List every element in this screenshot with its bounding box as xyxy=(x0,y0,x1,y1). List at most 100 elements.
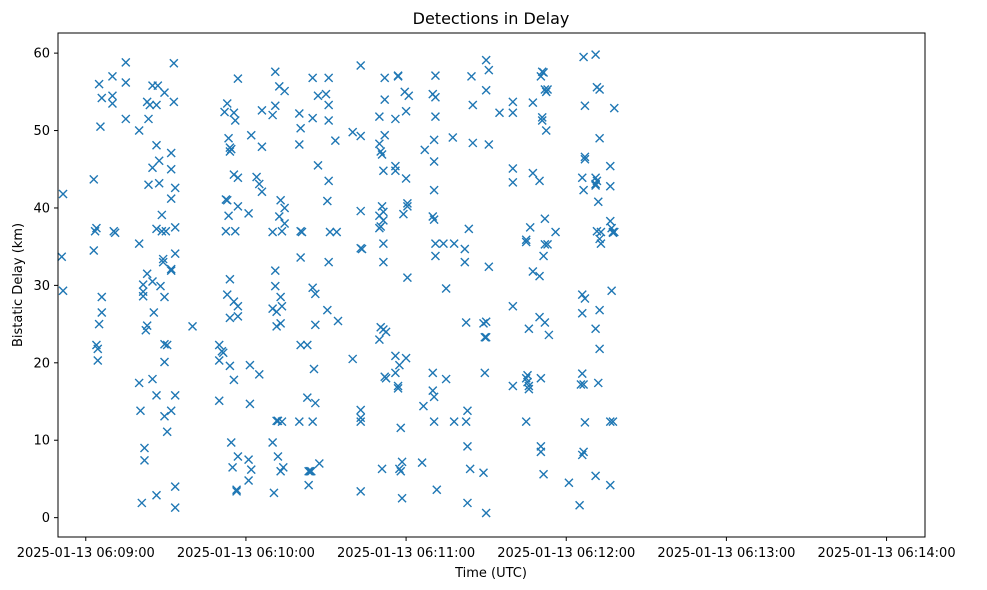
data-point xyxy=(484,262,494,272)
data-point xyxy=(246,130,256,140)
data-point xyxy=(93,355,103,365)
data-point xyxy=(138,280,148,290)
data-point xyxy=(252,172,262,182)
data-point xyxy=(170,249,180,259)
data-point xyxy=(222,98,232,108)
data-point xyxy=(396,423,406,433)
data-point xyxy=(576,379,586,389)
data-point xyxy=(97,93,107,103)
data-point xyxy=(580,101,590,111)
data-point xyxy=(225,361,235,371)
data-point xyxy=(306,466,316,476)
data-point xyxy=(396,466,406,476)
data-point xyxy=(225,274,235,284)
data-point xyxy=(257,105,267,115)
data-point xyxy=(356,61,366,71)
data-point xyxy=(577,290,587,300)
data-point xyxy=(374,112,384,122)
data-point xyxy=(378,257,388,267)
data-point xyxy=(402,201,412,211)
data-point xyxy=(147,277,157,287)
data-point xyxy=(277,417,287,427)
data-point xyxy=(356,486,366,496)
data-point xyxy=(156,281,165,291)
data-point xyxy=(539,67,549,77)
data-point xyxy=(460,244,470,254)
data-point xyxy=(374,335,384,345)
data-point xyxy=(441,374,451,384)
data-point xyxy=(429,215,439,225)
data-point xyxy=(420,145,430,155)
data-point xyxy=(214,355,224,365)
data-point xyxy=(233,173,243,183)
data-point xyxy=(142,321,152,331)
data-point xyxy=(577,173,587,183)
data-point xyxy=(314,458,324,468)
data-point xyxy=(296,123,306,133)
data-point xyxy=(121,78,131,88)
data-point xyxy=(525,222,535,232)
data-point xyxy=(308,73,318,83)
data-point xyxy=(390,368,400,378)
data-point xyxy=(57,252,67,262)
data-point xyxy=(543,85,553,95)
data-point xyxy=(536,373,546,383)
data-point xyxy=(220,107,230,117)
data-point xyxy=(222,290,232,300)
data-point xyxy=(428,368,438,378)
data-point xyxy=(304,466,314,476)
data-point xyxy=(143,180,153,190)
data-point xyxy=(97,307,107,317)
data-point xyxy=(430,92,440,102)
data-point xyxy=(484,65,494,75)
data-point xyxy=(390,351,400,361)
data-point xyxy=(162,340,172,350)
data-point xyxy=(160,357,170,367)
data-point xyxy=(461,318,471,328)
data-point xyxy=(481,508,491,518)
data-point xyxy=(134,239,144,249)
data-point xyxy=(356,206,366,216)
data-point xyxy=(449,239,459,249)
data-point xyxy=(380,95,390,105)
data-point xyxy=(393,381,403,391)
data-point xyxy=(225,313,235,323)
data-point xyxy=(152,390,161,400)
data-point xyxy=(595,305,605,315)
data-point xyxy=(429,135,439,145)
data-point xyxy=(152,490,161,500)
chart-title: Detections in Delay xyxy=(413,9,570,28)
data-point xyxy=(268,438,278,448)
data-point xyxy=(232,485,242,495)
data-point xyxy=(147,163,157,173)
data-point xyxy=(540,318,550,328)
data-point xyxy=(380,130,390,140)
data-point xyxy=(157,226,167,236)
data-point xyxy=(394,360,404,370)
data-point xyxy=(481,317,491,327)
data-point xyxy=(270,67,280,77)
data-point xyxy=(348,127,358,137)
data-point xyxy=(430,112,440,122)
data-point xyxy=(593,378,603,388)
data-point xyxy=(524,381,534,391)
data-point xyxy=(461,417,471,427)
data-point xyxy=(480,368,490,378)
data-point xyxy=(218,348,228,358)
data-point xyxy=(393,71,403,81)
data-point xyxy=(579,447,589,457)
data-point xyxy=(97,292,107,302)
data-point xyxy=(579,52,589,62)
data-point xyxy=(508,97,518,107)
data-point xyxy=(605,417,615,427)
data-point xyxy=(269,488,279,498)
data-point xyxy=(528,266,538,276)
data-point xyxy=(58,189,68,199)
data-point xyxy=(152,224,161,234)
data-point xyxy=(591,50,601,60)
data-point xyxy=(607,286,617,296)
y-tick-label: 10 xyxy=(33,434,50,449)
data-point xyxy=(161,226,171,236)
y-axis: 0 10 20 30 40 50 60 xyxy=(33,47,58,526)
